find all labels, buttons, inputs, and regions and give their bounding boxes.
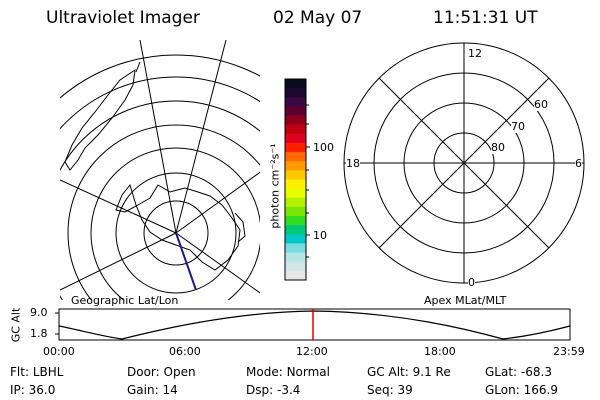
colorbar-segment bbox=[285, 106, 306, 117]
polar-map-caption: Apex MLat/MLT bbox=[424, 294, 507, 307]
status-glon: GLon: 166.9 bbox=[485, 383, 558, 397]
status-door: Door: Open bbox=[127, 365, 196, 379]
mlt-label-6: 6 bbox=[575, 157, 582, 170]
status-flt: Flt: LBHL bbox=[10, 365, 64, 379]
mlt-label-12: 12 bbox=[468, 47, 482, 60]
status-ip: IP: 36.0 bbox=[10, 383, 56, 397]
colorbar-segment bbox=[285, 170, 306, 180]
colorbar-segment bbox=[285, 179, 306, 190]
status-glat: GLat: -68.3 bbox=[485, 365, 552, 379]
colorbar-segment bbox=[285, 261, 306, 272]
geo-map-caption: Geographic Lat/Lon bbox=[71, 294, 179, 307]
time-label: 11:51:31 UT bbox=[433, 8, 538, 28]
timeline-xtick-0600: 06:00 bbox=[169, 345, 201, 358]
timeline-ytick-1-8: 1.8 bbox=[30, 327, 48, 340]
colorbar-segment bbox=[285, 234, 306, 244]
colorbar-segment bbox=[285, 97, 306, 107]
colorbar-segment bbox=[285, 270, 306, 281]
date-label: 02 May 07 bbox=[273, 8, 363, 28]
timeline-ytick-9: 9.0 bbox=[30, 306, 48, 319]
colorbar-segment bbox=[285, 161, 306, 171]
colorbar-tick-10: 10 bbox=[313, 229, 327, 242]
status-gc-alt: GC Alt: 9.1 Re bbox=[367, 365, 451, 379]
mlat-label-60: 60 bbox=[534, 98, 548, 111]
timeline-xtick-2359: 23:59 bbox=[553, 345, 585, 358]
colorbar-segment bbox=[285, 88, 306, 98]
colorbar-segment bbox=[285, 152, 306, 162]
colorbar-tick-100: 100 bbox=[313, 141, 334, 154]
colorbar-segment bbox=[285, 197, 306, 208]
status-gain: Gain: 14 bbox=[127, 383, 178, 397]
mlt-label-18: 18 bbox=[346, 157, 360, 170]
timeline-xtick-1200: 12:00 bbox=[296, 345, 328, 358]
status-mode: Mode: Normal bbox=[246, 365, 330, 379]
mlat-label-80: 80 bbox=[491, 141, 505, 154]
mlat-label-70: 70 bbox=[511, 120, 525, 133]
timeline-xtick-0000: 00:00 bbox=[43, 345, 75, 358]
colorbar-segment bbox=[285, 79, 306, 89]
colorbar-segment bbox=[285, 133, 306, 144]
status-dsp: Dsp: -3.4 bbox=[246, 383, 301, 397]
colorbar-segment bbox=[285, 124, 306, 135]
instrument-title: Ultraviolet Imager bbox=[46, 8, 200, 28]
timeline-ylabel: GC Alt bbox=[9, 307, 23, 343]
colorbar-segment bbox=[285, 216, 306, 226]
colorbar-segment bbox=[285, 206, 306, 217]
colorbar-segment bbox=[285, 142, 306, 153]
mlt-label-0: 0 bbox=[468, 276, 475, 289]
colorbar-segment bbox=[285, 243, 306, 254]
colorbar-segment bbox=[285, 225, 306, 235]
timeline-xtick-1800: 18:00 bbox=[424, 345, 456, 358]
colorbar-segment bbox=[285, 252, 306, 263]
status-seq: Seq: 39 bbox=[367, 383, 413, 397]
colorbar-segment bbox=[285, 115, 306, 126]
colorbar-segment bbox=[285, 188, 306, 199]
